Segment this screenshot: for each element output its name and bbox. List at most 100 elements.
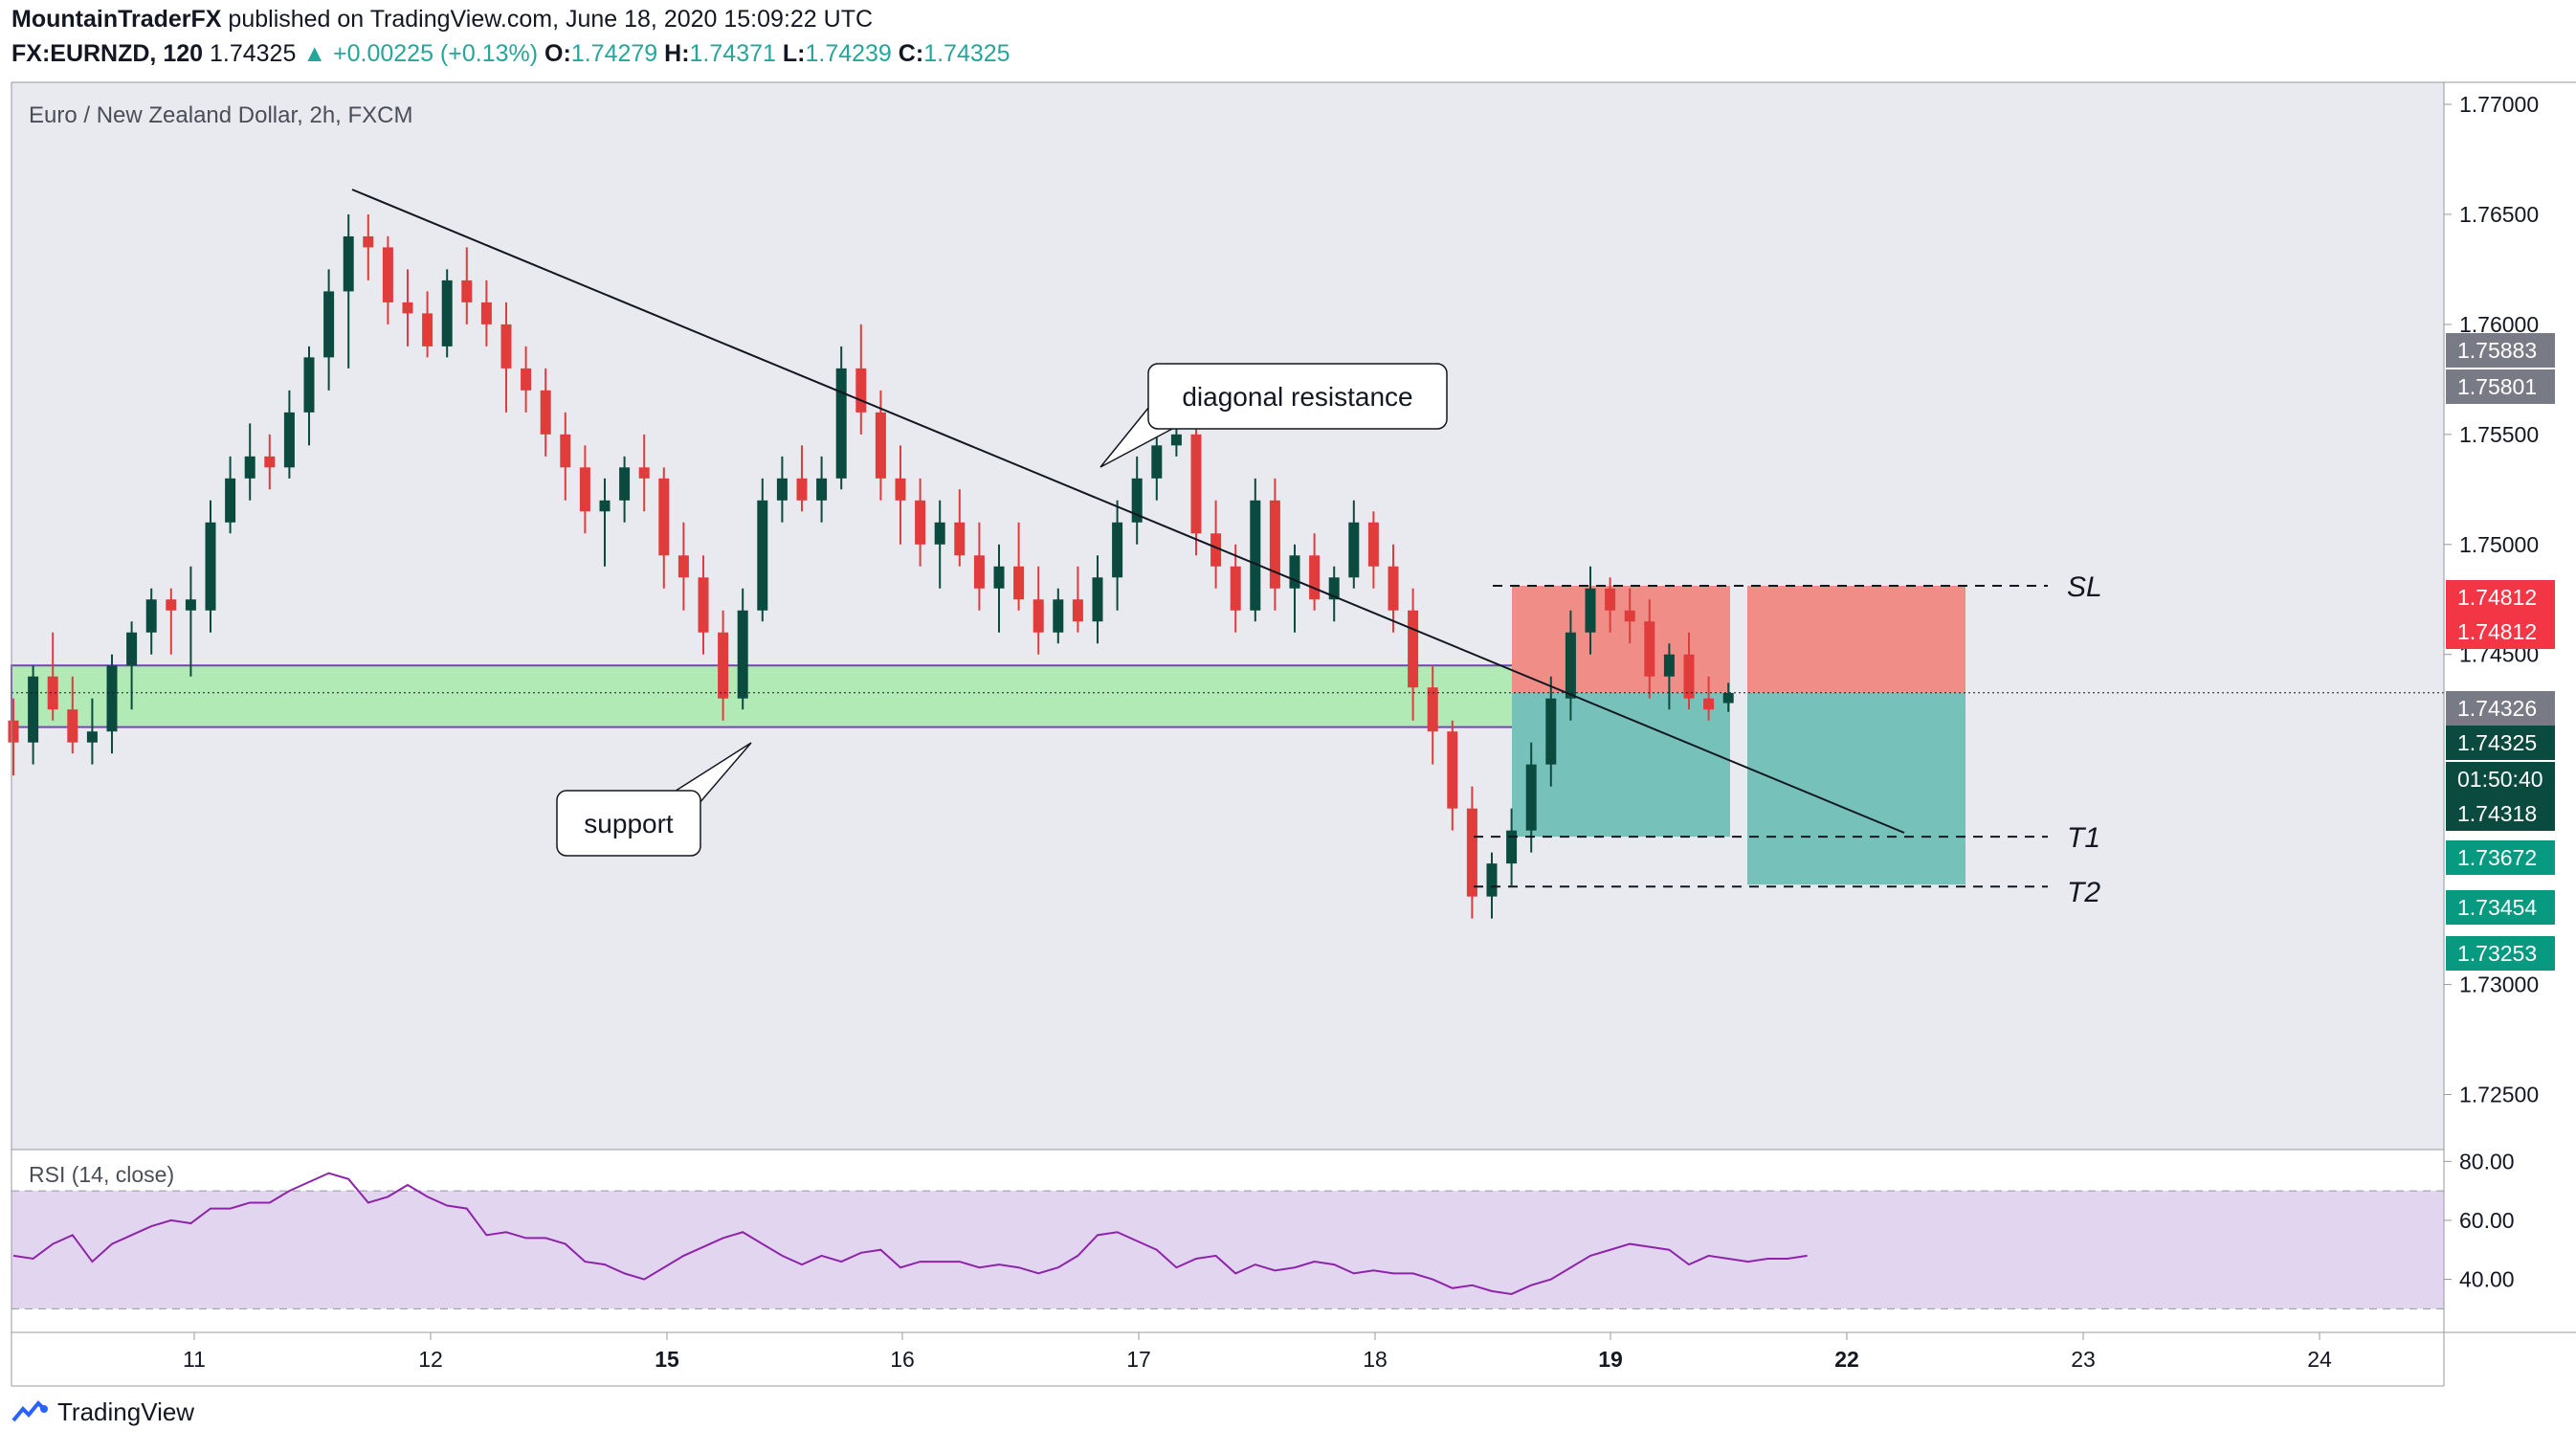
diagonal-resistance-line bbox=[351, 189, 1905, 834]
candle-body bbox=[86, 731, 98, 743]
candle-body bbox=[1722, 692, 1734, 704]
candle-body bbox=[855, 368, 867, 413]
candle-body bbox=[67, 709, 78, 743]
candle-body bbox=[579, 467, 590, 512]
candle-body bbox=[1427, 687, 1438, 732]
candle-body bbox=[638, 467, 650, 479]
candle-body bbox=[737, 610, 748, 699]
price-label-text: 1.73253 bbox=[2457, 941, 2537, 966]
x-tick-label: 11 bbox=[183, 1347, 206, 1372]
x-tick-label: 18 bbox=[1363, 1347, 1388, 1372]
rsi-pane: RSI (14, close) bbox=[11, 1150, 2444, 1332]
support-zone bbox=[11, 664, 1612, 728]
price-label-text: 1.73454 bbox=[2457, 895, 2537, 920]
candle-body bbox=[619, 467, 631, 501]
candle-body bbox=[973, 555, 985, 589]
last-price: 1.74325 bbox=[210, 40, 297, 67]
x-tick-label: 16 bbox=[890, 1347, 915, 1372]
price-label-text: 1.74326 bbox=[2457, 696, 2537, 721]
candle-body bbox=[776, 478, 788, 501]
candle-body bbox=[402, 302, 413, 314]
candle-body bbox=[1644, 621, 1655, 677]
price-label-box bbox=[2446, 615, 2555, 649]
candles bbox=[8, 213, 1734, 919]
candle-body bbox=[521, 368, 532, 391]
candle-body bbox=[1605, 588, 1616, 611]
rsi-label: RSI (14, close) bbox=[29, 1162, 174, 1187]
price-label-text: 1.74325 bbox=[2457, 730, 2537, 755]
price-label-box bbox=[2446, 840, 2555, 875]
candle-body bbox=[1309, 555, 1321, 600]
candle-body bbox=[422, 313, 433, 346]
y-tick-label: 1.73000 bbox=[2459, 972, 2539, 997]
support-callout-box bbox=[556, 790, 701, 857]
candle-body bbox=[343, 235, 354, 292]
y-tick-label: 1.76500 bbox=[2459, 202, 2539, 227]
candle-body bbox=[1585, 588, 1596, 633]
ohlc-line: FX:EURNZD, 120 1.74325 ▲ +0.00225 (+0.13… bbox=[11, 40, 1010, 68]
y-tick-label: 1.76000 bbox=[2459, 312, 2539, 337]
candle-body bbox=[461, 279, 473, 302]
candle-body bbox=[1210, 533, 1222, 567]
t1-label: T1 bbox=[2067, 822, 2100, 854]
candle-body bbox=[1170, 434, 1182, 446]
publish-info: published on TradingView.com, June 18, 2… bbox=[228, 6, 874, 33]
price-label-text: 1.73672 bbox=[2457, 845, 2537, 870]
candle-body bbox=[816, 478, 828, 501]
candle-body bbox=[145, 599, 157, 633]
candle-body bbox=[126, 632, 138, 666]
price-label-box bbox=[2446, 936, 2555, 971]
candle-body bbox=[106, 665, 118, 732]
candle-body bbox=[1624, 610, 1635, 622]
x-tick-label: 23 bbox=[2071, 1347, 2096, 1372]
price-label-text: 1.74812 bbox=[2457, 619, 2537, 644]
x-tick-label: 24 bbox=[2307, 1347, 2332, 1372]
candle-body bbox=[1112, 522, 1123, 578]
candle-body bbox=[993, 566, 1005, 589]
candle-body bbox=[1190, 434, 1202, 534]
candle-body bbox=[244, 456, 255, 479]
drawings: diagonal resistance support SL T1 T2 bbox=[11, 189, 2444, 908]
stop-zone-2 bbox=[1747, 586, 1965, 693]
zones bbox=[11, 586, 1965, 885]
candle-body bbox=[1663, 654, 1675, 677]
author-name[interactable]: MountainTraderFX bbox=[11, 6, 222, 33]
chart-title: Euro / New Zealand Dollar, 2h, FXCM bbox=[29, 102, 413, 128]
main-pane-background bbox=[11, 82, 2444, 1150]
price-label-text: 1.74812 bbox=[2457, 585, 2537, 610]
candle-body bbox=[1092, 577, 1103, 622]
x-tick-label: 17 bbox=[1126, 1347, 1151, 1372]
sl-label: SL bbox=[2067, 571, 2102, 603]
rsi-band bbox=[11, 1191, 2444, 1309]
candle-body bbox=[1408, 610, 1419, 688]
candle-body bbox=[1072, 599, 1083, 622]
candle-body bbox=[382, 247, 393, 302]
price-label-text: 1.75883 bbox=[2457, 338, 2537, 363]
diagonal-resistance-callout-label: diagonal resistance bbox=[1182, 382, 1412, 412]
candle-body bbox=[1269, 500, 1280, 589]
candle-body bbox=[954, 522, 966, 556]
candle-body bbox=[264, 456, 276, 468]
candle-body bbox=[1565, 632, 1576, 699]
open-label: O: bbox=[544, 40, 571, 67]
candle-body bbox=[895, 478, 906, 501]
candle-body bbox=[658, 478, 670, 556]
candle-body bbox=[47, 676, 58, 710]
candle-body bbox=[1703, 698, 1715, 710]
candle-body bbox=[1506, 830, 1518, 864]
candle-body bbox=[1289, 555, 1300, 589]
candle-body bbox=[599, 500, 611, 512]
candle-body bbox=[8, 720, 19, 743]
candle-body bbox=[283, 412, 295, 468]
footer-brand[interactable]: TradingView bbox=[11, 1397, 194, 1427]
candle-body bbox=[441, 279, 453, 346]
y-tick-label: 1.77000 bbox=[2459, 92, 2539, 117]
rsi-tick-label: 60.00 bbox=[2459, 1208, 2515, 1233]
rsi-tick-label: 40.00 bbox=[2459, 1267, 2515, 1292]
x-tick-label: 19 bbox=[1598, 1347, 1623, 1372]
candle-body bbox=[835, 368, 847, 479]
candle-body bbox=[1131, 478, 1143, 523]
low-label: L: bbox=[782, 40, 806, 67]
candle-body bbox=[540, 390, 551, 435]
